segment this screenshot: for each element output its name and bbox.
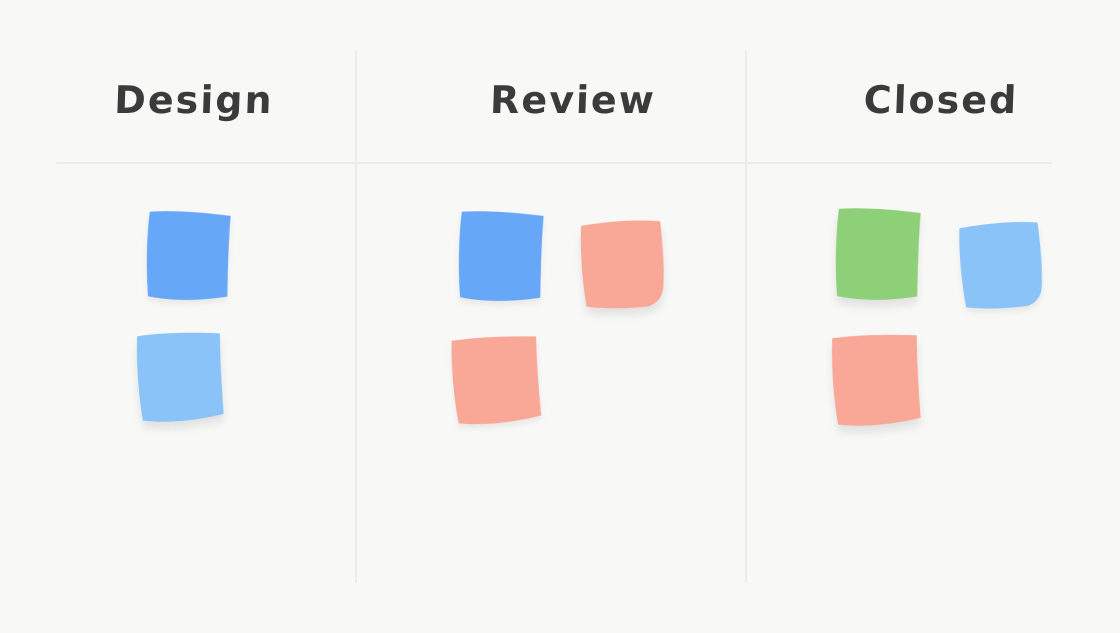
column-title: Review xyxy=(489,78,657,122)
header-divider xyxy=(56,162,1052,164)
column-title: Design xyxy=(113,78,275,122)
column-header-review: Review xyxy=(377,70,769,130)
sticky-note-blue[interactable] xyxy=(453,207,549,307)
sticky-note-blue[interactable] xyxy=(141,207,236,306)
sticky-note-salmon[interactable] xyxy=(827,330,924,429)
sticky-note-light-blue[interactable] xyxy=(954,218,1048,313)
column-header-design: Design xyxy=(15,70,373,130)
column-title: Closed xyxy=(862,78,1020,122)
column-divider xyxy=(355,50,357,583)
sticky-note-salmon[interactable] xyxy=(447,332,546,429)
column-divider xyxy=(745,50,747,583)
sticky-note-light-blue[interactable] xyxy=(132,328,227,425)
column-header-closed: Closed xyxy=(753,70,1120,130)
sticky-note-green[interactable] xyxy=(830,204,926,306)
sticky-note-salmon[interactable] xyxy=(575,216,668,311)
